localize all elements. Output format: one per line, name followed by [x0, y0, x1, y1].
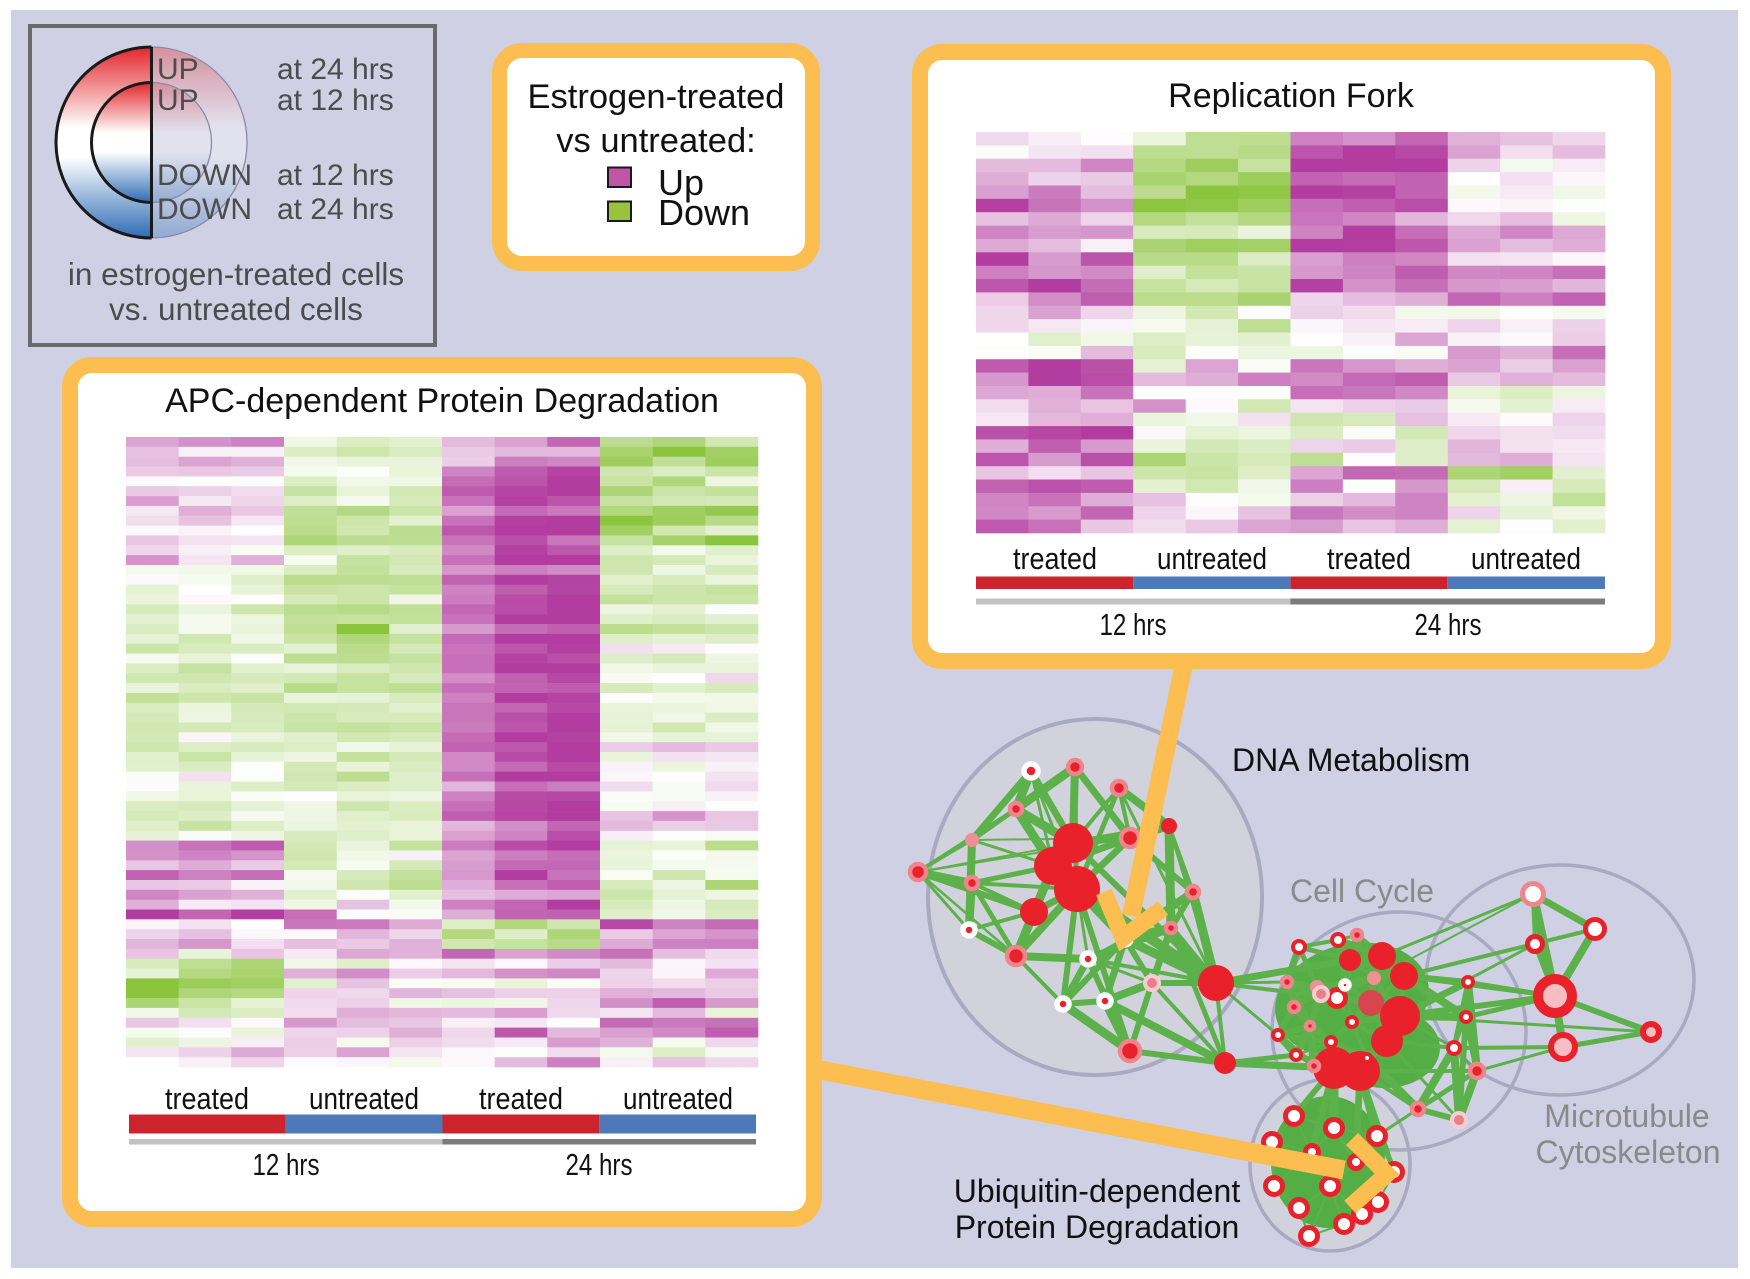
svg-text:at 12 hrs: at 12 hrs: [277, 159, 394, 192]
svg-text:treated: treated: [1327, 541, 1411, 576]
svg-text:Protein Degradation: Protein Degradation: [955, 1209, 1240, 1245]
svg-text:vs untreated:: vs untreated:: [556, 122, 755, 160]
svg-text:untreated: untreated: [623, 1081, 733, 1116]
svg-text:untreated: untreated: [1157, 541, 1267, 576]
svg-text:12 hrs: 12 hrs: [253, 1148, 320, 1182]
svg-text:Cell Cycle: Cell Cycle: [1290, 873, 1434, 909]
svg-text:Cytoskeleton: Cytoskeleton: [1536, 1134, 1721, 1170]
svg-text:untreated: untreated: [1471, 541, 1581, 576]
svg-text:DOWN: DOWN: [157, 193, 252, 226]
svg-text:24 hrs: 24 hrs: [566, 1148, 633, 1182]
svg-text:UP: UP: [157, 53, 199, 86]
svg-text:treated: treated: [1013, 541, 1097, 576]
svg-text:Ubiquitin-dependent: Ubiquitin-dependent: [954, 1173, 1241, 1209]
svg-text:in estrogen-treated cells: in estrogen-treated cells: [68, 256, 404, 292]
svg-text:DNA Metabolism: DNA Metabolism: [1232, 742, 1470, 778]
svg-text:Microtubule: Microtubule: [1544, 1098, 1709, 1134]
svg-text:Up: Up: [658, 162, 704, 203]
svg-text:Estrogen-treated: Estrogen-treated: [528, 78, 785, 116]
svg-text:at 24 hrs: at 24 hrs: [277, 53, 394, 86]
svg-text:at 12 hrs: at 12 hrs: [277, 84, 394, 117]
svg-text:DOWN: DOWN: [157, 159, 252, 192]
svg-text:treated: treated: [165, 1081, 249, 1116]
svg-text:Down: Down: [658, 192, 750, 233]
svg-text:Replication Fork: Replication Fork: [1168, 77, 1415, 115]
svg-text:at 24 hrs: at 24 hrs: [277, 193, 394, 226]
svg-text:12 hrs: 12 hrs: [1100, 608, 1167, 642]
svg-text:vs. untreated cells: vs. untreated cells: [109, 291, 363, 327]
svg-text:APC-dependent Protein Degradat: APC-dependent Protein Degradation: [165, 382, 719, 420]
svg-text:untreated: untreated: [309, 1081, 419, 1116]
svg-text:UP: UP: [157, 84, 199, 117]
svg-text:treated: treated: [479, 1081, 563, 1116]
svg-text:24 hrs: 24 hrs: [1415, 608, 1482, 642]
